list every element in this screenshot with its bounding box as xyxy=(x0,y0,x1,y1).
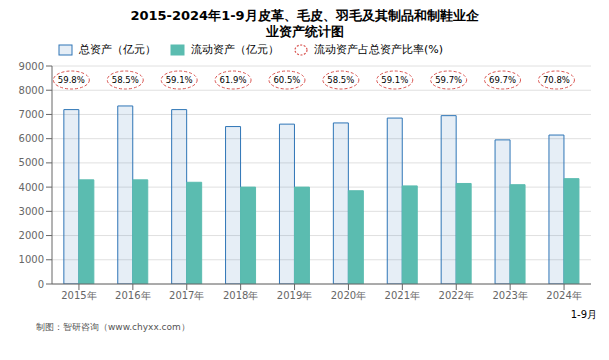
svg-text:59.1%: 59.1% xyxy=(166,75,193,85)
svg-text:2024年: 2024年 xyxy=(546,290,581,301)
svg-text:2017年: 2017年 xyxy=(169,290,204,301)
svg-text:59.8%: 59.8% xyxy=(58,75,85,85)
svg-text:60.5%: 60.5% xyxy=(273,75,300,85)
html-text:流动资产占总资产比率(%): 流动资产占总资产比率(%) xyxy=(314,43,443,56)
svg-text:7000: 7000 xyxy=(19,109,44,120)
html-text:业资产统计图: 业资产统计图 xyxy=(265,24,344,39)
svg-text:3000: 3000 xyxy=(19,206,44,217)
html-text:流动资产（亿元）: 流动资产（亿元） xyxy=(191,43,279,56)
svg-text:2022年: 2022年 xyxy=(439,290,474,301)
svg-text:2015年: 2015年 xyxy=(61,290,96,301)
svg-text:9000: 9000 xyxy=(19,61,44,72)
svg-text:58.5%: 58.5% xyxy=(327,75,354,85)
svg-text:2000: 2000 xyxy=(19,230,44,241)
svg-text:8000: 8000 xyxy=(19,85,44,96)
svg-text:2019年: 2019年 xyxy=(277,290,312,301)
svg-text:0: 0 xyxy=(38,279,44,290)
svg-text:5000: 5000 xyxy=(19,157,44,168)
svg-text:2021年: 2021年 xyxy=(385,290,420,301)
svg-text:70.8%: 70.8% xyxy=(543,75,570,85)
svg-text:59.1%: 59.1% xyxy=(381,75,408,85)
svg-text:59.7%: 59.7% xyxy=(435,75,462,85)
html-text:2015-2024年1-9月皮革、毛皮、羽毛及其制品和制鞋业: 2015-2024年1-9月皮革、毛皮、羽毛及其制品和制鞋业企 xyxy=(130,8,479,23)
svg-text:61.9%: 61.9% xyxy=(220,75,247,85)
html-text:总资产（亿元）: 总资产（亿元） xyxy=(79,43,156,56)
svg-text:2020年: 2020年 xyxy=(331,290,366,301)
svg-text:58.5%: 58.5% xyxy=(112,75,139,85)
svg-text:2018年: 2018年 xyxy=(223,290,258,301)
svg-text:69.7%: 69.7% xyxy=(489,75,516,85)
svg-text:4000: 4000 xyxy=(19,182,44,193)
svg-text:2016年: 2016年 xyxy=(115,290,150,301)
svg-text:2023年: 2023年 xyxy=(492,290,527,301)
html-text:1-9月: 1-9月 xyxy=(570,309,597,320)
svg-text:6000: 6000 xyxy=(19,133,44,144)
svg-text:1000: 1000 xyxy=(19,254,44,265)
html-text:制图：智研咨询（www.chyxx.com）: 制图：智研咨询（www.chyxx.com） xyxy=(36,322,190,332)
